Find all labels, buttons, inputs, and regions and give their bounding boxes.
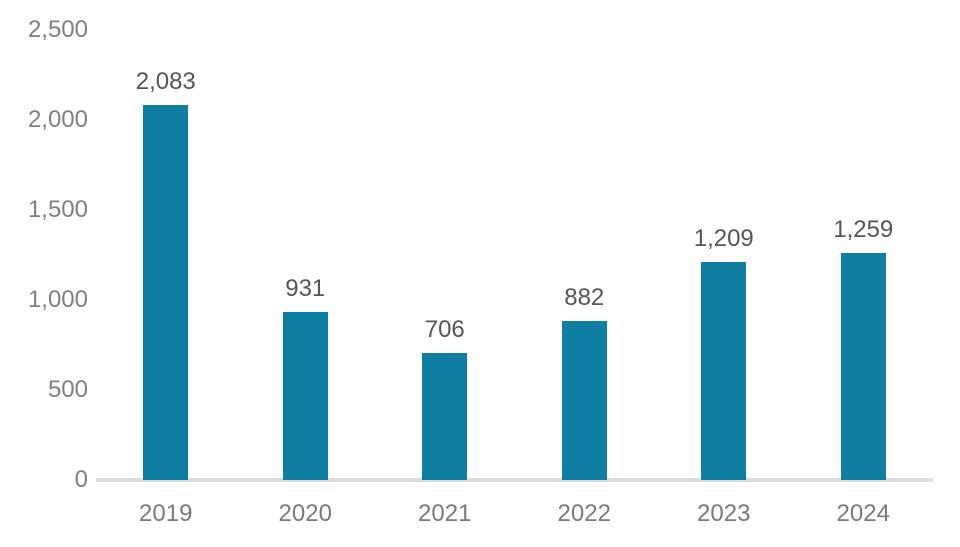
y-axis-tick-label: 2,000	[27, 106, 88, 133]
bar-value-label: 931	[285, 275, 326, 303]
bar-2022	[561, 321, 607, 480]
bar-value-label: 1,209	[693, 225, 754, 253]
bar-value-label: 882	[564, 284, 605, 312]
bar-value-label: 706	[424, 315, 465, 343]
bar-2020	[282, 312, 328, 480]
y-axis-tick-label: 2,500	[27, 16, 88, 43]
bar-2024	[840, 253, 886, 480]
x-axis-category-label: 2022	[557, 500, 611, 527]
bar-2019	[143, 105, 189, 480]
x-axis-category-label: 2021	[418, 500, 472, 527]
bar-value-label: 2,083	[135, 68, 196, 96]
y-axis-tick-label: 500	[47, 376, 88, 403]
x-axis-line	[96, 478, 933, 482]
x-axis-category-label: 2020	[278, 500, 332, 527]
bar-value-label: 1,259	[833, 216, 894, 244]
x-axis-category-label: 2019	[139, 500, 193, 527]
y-axis-tick-label: 1,000	[27, 286, 88, 313]
y-axis-tick-label: 0	[74, 466, 88, 493]
x-axis-category-label: 2024	[836, 500, 890, 527]
bar-2023	[701, 262, 747, 480]
bar-2021	[422, 352, 468, 480]
x-axis-category-label: 2023	[697, 500, 751, 527]
y-axis-tick-label: 1,500	[27, 196, 88, 223]
